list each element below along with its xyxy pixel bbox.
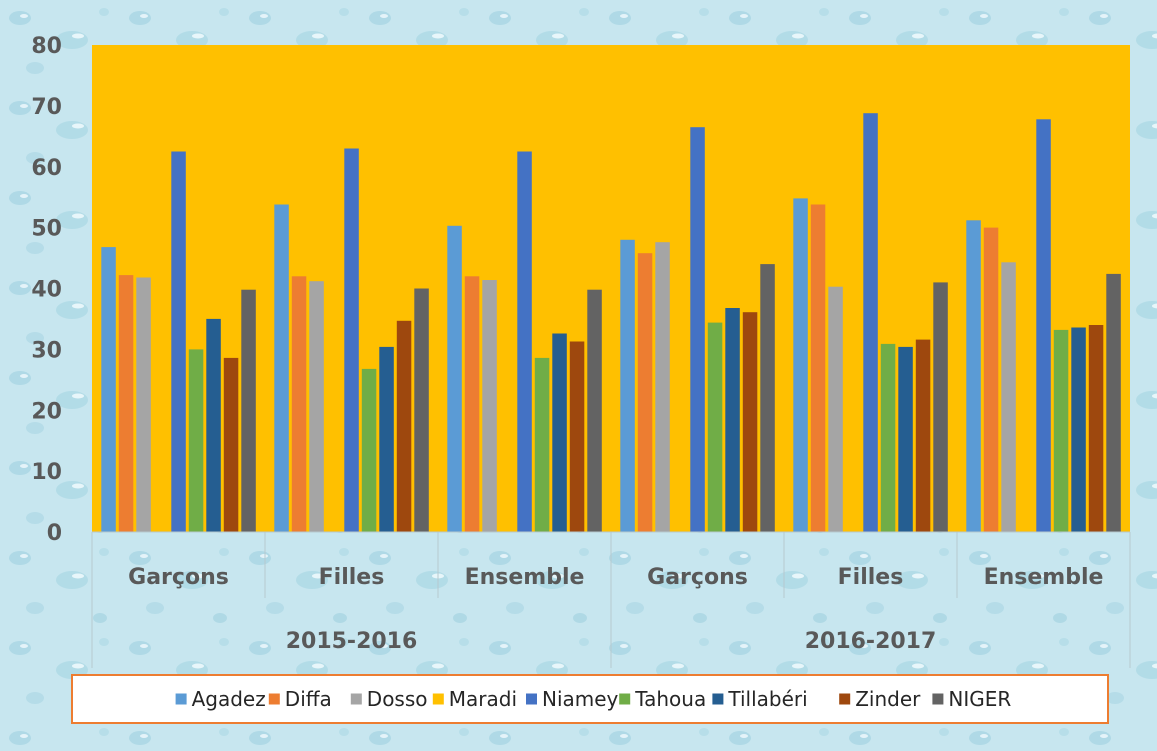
y-tick-label: 40 <box>31 278 62 303</box>
legend-swatch <box>268 693 280 705</box>
bar-niger <box>587 289 602 532</box>
x-axis: Garçons Filles Ensemble Garçons Filles Ensemb… <box>91 531 1131 668</box>
bar-agadez <box>101 247 116 532</box>
x-group-label: 2015-2016 <box>286 629 418 654</box>
bar-tillab-ri <box>725 308 740 532</box>
legend-swatch <box>350 693 362 705</box>
bar-dosso <box>482 280 497 532</box>
bar-diffa <box>983 227 999 532</box>
legend-swatch <box>839 693 851 705</box>
bar-tillab-ri <box>206 318 221 532</box>
x-tick-label: Filles <box>319 565 385 590</box>
bar-niamey <box>1036 119 1051 533</box>
bar-niger <box>933 282 948 532</box>
x-tick-label: Filles <box>838 565 904 590</box>
bar-zinder <box>915 339 931 532</box>
bar-dosso <box>136 277 151 532</box>
bar-agadez <box>274 204 289 532</box>
bar-niger <box>760 264 775 532</box>
bar-tillab-ri <box>552 333 567 532</box>
y-tick-label: 10 <box>31 460 62 485</box>
x-tick-label: Garçons <box>128 565 229 590</box>
bar-niamey <box>517 151 532 532</box>
legend-label: Dosso <box>367 687 428 711</box>
bar-tillab-ri <box>898 346 913 532</box>
bar-dosso <box>309 281 324 532</box>
bar-tahoua <box>534 357 550 532</box>
x-tick-label: Ensemble <box>465 565 585 590</box>
legend-items: Agadez Diffa Dosso Maradi Niamey Tahoua Tillab… <box>175 687 1011 711</box>
x-tick-label: Ensemble <box>984 565 1104 590</box>
bar-zinder <box>569 341 585 532</box>
legend: Agadez Diffa Dosso Maradi Niamey Tahoua Tillab… <box>71 674 1109 724</box>
bar-tillab-ri <box>1071 327 1086 532</box>
bar-zinder <box>1088 325 1104 532</box>
legend-swatch <box>712 693 724 705</box>
bar-diffa <box>810 204 826 532</box>
bar-diffa <box>291 276 307 532</box>
legend-label: Agadez <box>192 687 266 711</box>
y-tick-label: 70 <box>31 95 62 120</box>
legend-label: Tahoua <box>634 687 706 711</box>
bar-tillab-ri <box>379 346 394 532</box>
bar-diffa <box>464 276 480 532</box>
bar-zinder <box>396 320 412 532</box>
y-tick-label: 30 <box>31 338 62 363</box>
bar-niamey <box>863 113 878 532</box>
bar-dosso <box>655 242 670 532</box>
bar-diffa <box>637 253 653 532</box>
bar-tahoua <box>1053 329 1069 532</box>
y-tick-label: 50 <box>31 217 62 242</box>
y-axis: 0 10 20 30 40 50 60 70 80 <box>31 34 62 546</box>
legend-label: Niamey <box>542 687 619 711</box>
x-tick-label: Garçons <box>647 565 748 590</box>
bar-agadez <box>966 220 981 533</box>
y-tick-label: 0 <box>47 521 62 546</box>
bars <box>101 113 1121 533</box>
bar-niamey <box>690 127 705 532</box>
bar-niger <box>414 288 429 532</box>
plot-area <box>92 45 1130 532</box>
legend-label: NIGER <box>948 687 1011 711</box>
legend-swatch <box>432 693 444 705</box>
bar-niamey <box>171 151 186 532</box>
y-tick-label: 20 <box>31 399 62 424</box>
bar-diffa <box>118 275 134 532</box>
legend-swatch <box>526 693 537 705</box>
bar-agadez <box>793 198 808 532</box>
bar-dosso <box>828 286 843 532</box>
bar-tahoua <box>361 368 377 532</box>
bar-niger <box>1106 273 1121 532</box>
bar-zinder <box>223 357 239 532</box>
bar-zinder <box>742 312 758 532</box>
legend-label: Diffa <box>285 687 332 711</box>
legend-swatch <box>932 693 944 705</box>
legend-swatch <box>175 693 187 705</box>
bar-tahoua <box>880 343 896 532</box>
bar-agadez <box>447 225 462 533</box>
bar-dosso <box>1001 262 1016 532</box>
bar-tahoua <box>707 322 723 532</box>
legend-swatch <box>619 693 631 705</box>
x-group-label: 2016-2017 <box>805 629 937 654</box>
bar-niger <box>241 289 256 532</box>
legend-label: Tillabéri <box>727 687 807 711</box>
legend-label: Maradi <box>449 687 517 711</box>
bar-tahoua <box>188 349 204 532</box>
y-tick-label: 60 <box>31 156 62 181</box>
bar-agadez <box>620 239 635 533</box>
legend-label: Zinder <box>855 687 921 711</box>
y-tick-label: 80 <box>31 34 62 59</box>
bar-niamey <box>344 148 359 532</box>
